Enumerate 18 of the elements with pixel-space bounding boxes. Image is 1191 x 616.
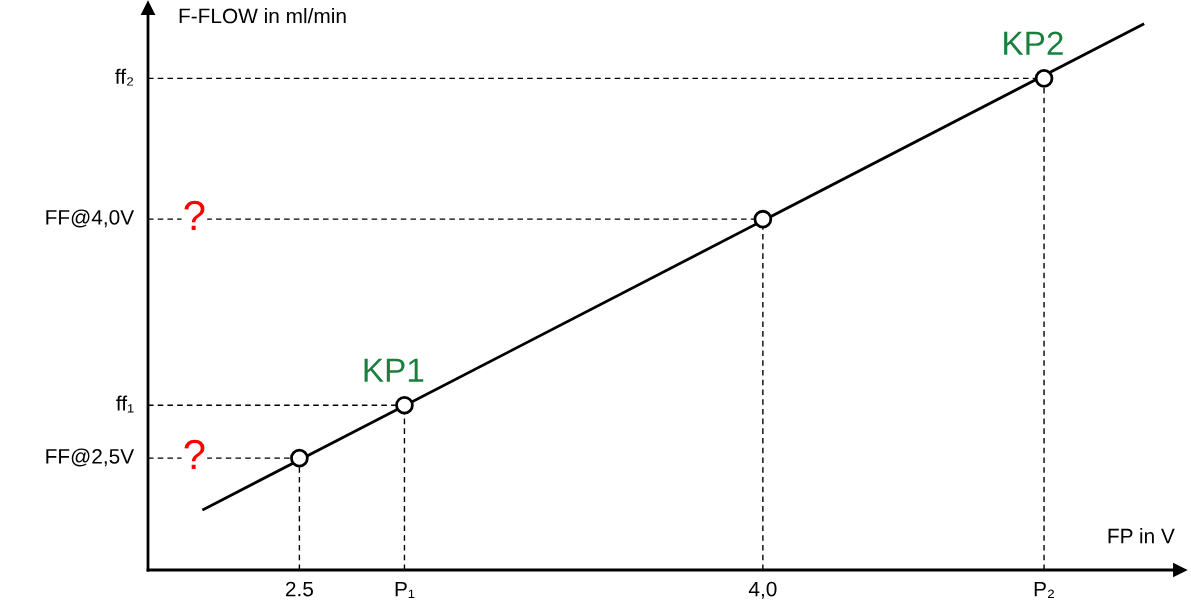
annotation: ?	[184, 200, 205, 230]
x-tick-label: 4,0	[748, 581, 777, 599]
y-axis-title: F-FLOW in ml/min	[179, 8, 346, 24]
x-tick-label: P₂	[1034, 581, 1054, 598]
ref-line-label: ff₂	[115, 68, 134, 86]
point	[395, 395, 414, 415]
point	[1034, 69, 1054, 88]
annotation: KP2	[1004, 31, 1063, 55]
point	[753, 209, 773, 229]
point	[290, 448, 309, 468]
ref-line-label: ff₁	[116, 395, 134, 413]
annotation: KP1	[364, 358, 424, 382]
x-axis-title: FP in V	[1108, 528, 1175, 544]
ref-line-label: FF@2,5V	[46, 448, 135, 467]
x-tick-label: 2.5	[285, 581, 314, 597]
ref-line-label: FF@4,0V	[46, 209, 135, 228]
annotation: ?	[184, 439, 205, 469]
x-tick-label: P₁	[395, 581, 415, 598]
